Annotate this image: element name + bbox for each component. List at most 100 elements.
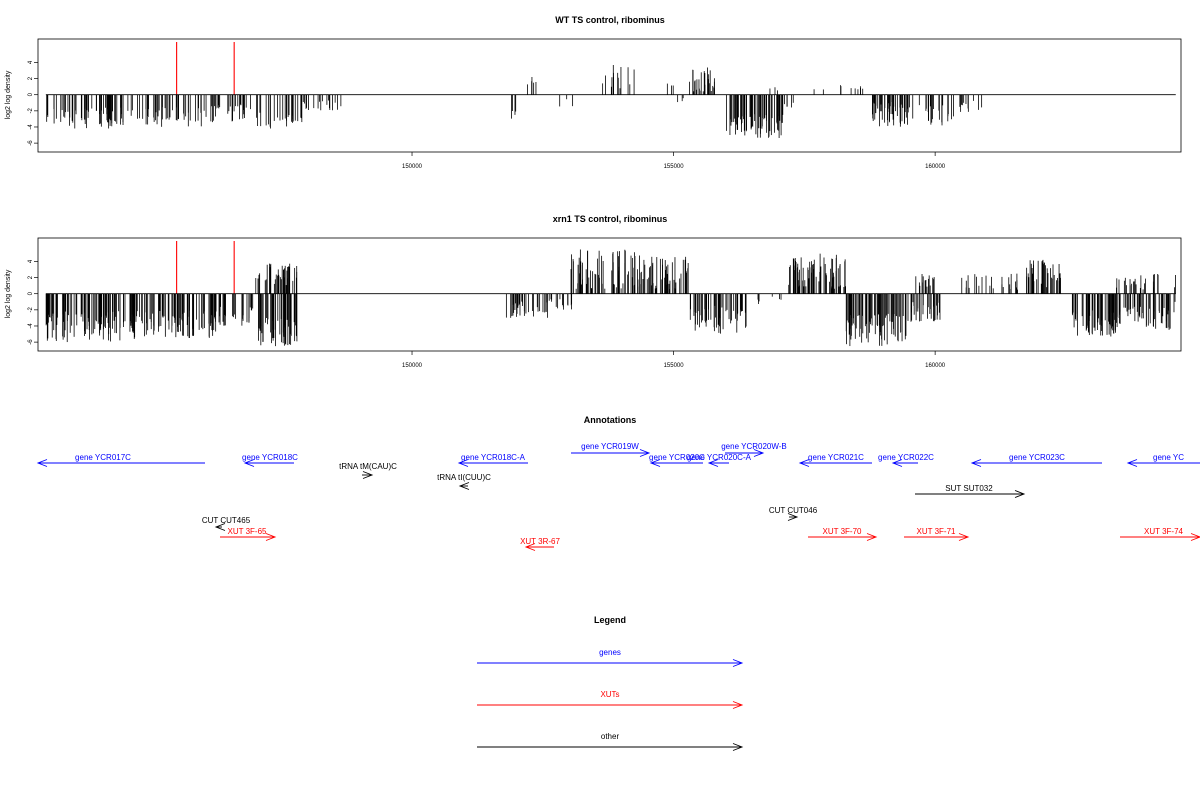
annotation-label: gene YCR023C xyxy=(1009,453,1065,462)
annotation-label: gene YCR018C-A xyxy=(461,453,526,462)
ylabel-wt: log2 log density xyxy=(5,70,12,119)
arrow-head xyxy=(524,543,536,551)
annotation-arrow xyxy=(458,482,470,490)
x-tick-label: 150000 xyxy=(402,164,423,170)
annotation-arrow xyxy=(362,471,374,479)
annotation-arrow xyxy=(707,459,729,467)
arrow-head xyxy=(732,743,744,751)
annotation-label: XUT 3F-74 xyxy=(1144,527,1184,536)
annotation-arrow xyxy=(214,523,226,531)
y-tick-label: 2 xyxy=(28,76,34,80)
annotation-arrow xyxy=(243,459,294,467)
arrow-head xyxy=(1126,459,1138,467)
arrow-head xyxy=(36,459,48,467)
arrow-head xyxy=(243,459,255,467)
annotation-arrow xyxy=(798,459,872,467)
arrow-head xyxy=(798,459,810,467)
panel-title-wt: WT TS control, ribominus xyxy=(555,15,665,25)
arrow-head xyxy=(970,459,982,467)
annotation-label: tRNA tM(CAU)C xyxy=(339,462,397,471)
annotation-arrow xyxy=(36,459,205,467)
arrow-head xyxy=(707,459,719,467)
panel-wt: WT TS control, ribominus log2 log densit… xyxy=(5,15,1182,170)
arrow-head xyxy=(265,533,277,541)
arrow-head xyxy=(639,449,651,457)
annotation-arrow xyxy=(524,543,554,551)
arrow-head xyxy=(732,659,744,667)
annotation-label: XUT 3F-65 xyxy=(228,527,268,536)
x-axis-wt: 150000 155000 160000 xyxy=(402,152,946,170)
annotation-arrow xyxy=(1126,459,1200,467)
arrow-head xyxy=(866,533,878,541)
annotation-label: gene YCR020W-B xyxy=(721,442,787,451)
arrow-head xyxy=(787,513,799,521)
legend-panel: Legend genes XUTs other xyxy=(477,615,744,751)
annotation-label: CUT CUT465 xyxy=(202,516,251,525)
y-tick-label: -2 xyxy=(28,108,34,114)
x-tick-label: 150000 xyxy=(402,363,423,369)
y-tick-label: -4 xyxy=(28,124,34,130)
arrow-head xyxy=(1190,533,1200,541)
legend-title: Legend xyxy=(594,615,626,625)
arrow-head xyxy=(753,449,765,457)
y-axis-wt: 4 2 0 -2 -4 -6 xyxy=(28,60,38,146)
y-tick-label: 2 xyxy=(28,275,34,279)
legend-label: XUTs xyxy=(600,690,619,699)
x-tick-label: 160000 xyxy=(925,363,946,369)
arrow-head xyxy=(649,459,661,467)
annotation-label: gene YCR017C xyxy=(75,453,131,462)
bars-wt xyxy=(46,64,983,138)
annotation-label: gene YCR020C-A xyxy=(687,453,752,462)
legend-label: genes xyxy=(599,648,621,657)
annotation-arrow xyxy=(220,533,277,541)
annotation-label: SUT SUT032 xyxy=(945,484,993,493)
annotation-arrow xyxy=(725,449,765,457)
annotation-arrow xyxy=(904,533,970,541)
y-tick-label: 0 xyxy=(28,92,34,96)
legend-arrow xyxy=(477,701,744,709)
ylabel-xrn1: log2 log density xyxy=(5,269,12,318)
x-tick-label: 155000 xyxy=(664,164,685,170)
arrow-head xyxy=(958,533,970,541)
y-tick-label: -6 xyxy=(28,339,34,345)
y-tick-label: 0 xyxy=(28,291,34,295)
annotation-label: CUT CUT046 xyxy=(769,506,818,515)
x-tick-label: 160000 xyxy=(925,164,946,170)
arrow-head xyxy=(457,459,469,467)
annotation-arrow xyxy=(649,459,703,467)
arrow-head xyxy=(362,471,374,479)
annotations-panel: Annotations gene YCR017C gene YCR018C tRNA… xyxy=(36,415,1200,551)
bars-xrn1 xyxy=(45,249,1176,347)
annotation-arrow xyxy=(891,459,918,467)
annotation-arrow xyxy=(808,533,878,541)
y-axis-xrn1: 4 2 0 -2 -4 -6 xyxy=(28,259,38,345)
annotation-label: XUT 3F-71 xyxy=(917,527,957,536)
highlights-xrn1 xyxy=(176,241,235,294)
arrow-head xyxy=(458,482,470,490)
annotation-label: gene YCR018C xyxy=(242,453,298,462)
annotation-items: gene YCR017C gene YCR018C tRNA tM(CAU)C gen… xyxy=(36,442,1200,551)
annotation-label: gene YCR022C xyxy=(878,453,934,462)
annotation-arrow xyxy=(970,459,1102,467)
legend-items: genes XUTs other xyxy=(477,648,744,751)
annotation-label: gene YCR020C xyxy=(649,453,705,462)
arrow-head xyxy=(214,523,226,531)
arrow-head xyxy=(1014,490,1026,498)
y-tick-label: -6 xyxy=(28,140,34,146)
plot-frame-wt xyxy=(37,38,1182,153)
annotation-arrow xyxy=(1120,533,1200,541)
plot-frame-xrn1 xyxy=(37,237,1182,352)
annotation-label: XUT 3F-70 xyxy=(823,527,863,536)
annotation-arrow xyxy=(915,490,1026,498)
annotation-label: gene YC xyxy=(1153,453,1184,462)
highlights-wt xyxy=(176,42,235,95)
annotation-label: gene YCR021C xyxy=(808,453,864,462)
annotation-arrow xyxy=(457,459,528,467)
legend-label: other xyxy=(601,732,620,741)
y-tick-label: 4 xyxy=(28,259,34,263)
y-tick-label: -4 xyxy=(28,323,34,329)
annotation-arrow xyxy=(787,513,799,521)
x-axis-xrn1: 150000 155000 160000 xyxy=(402,351,946,369)
legend-arrow xyxy=(477,743,744,751)
